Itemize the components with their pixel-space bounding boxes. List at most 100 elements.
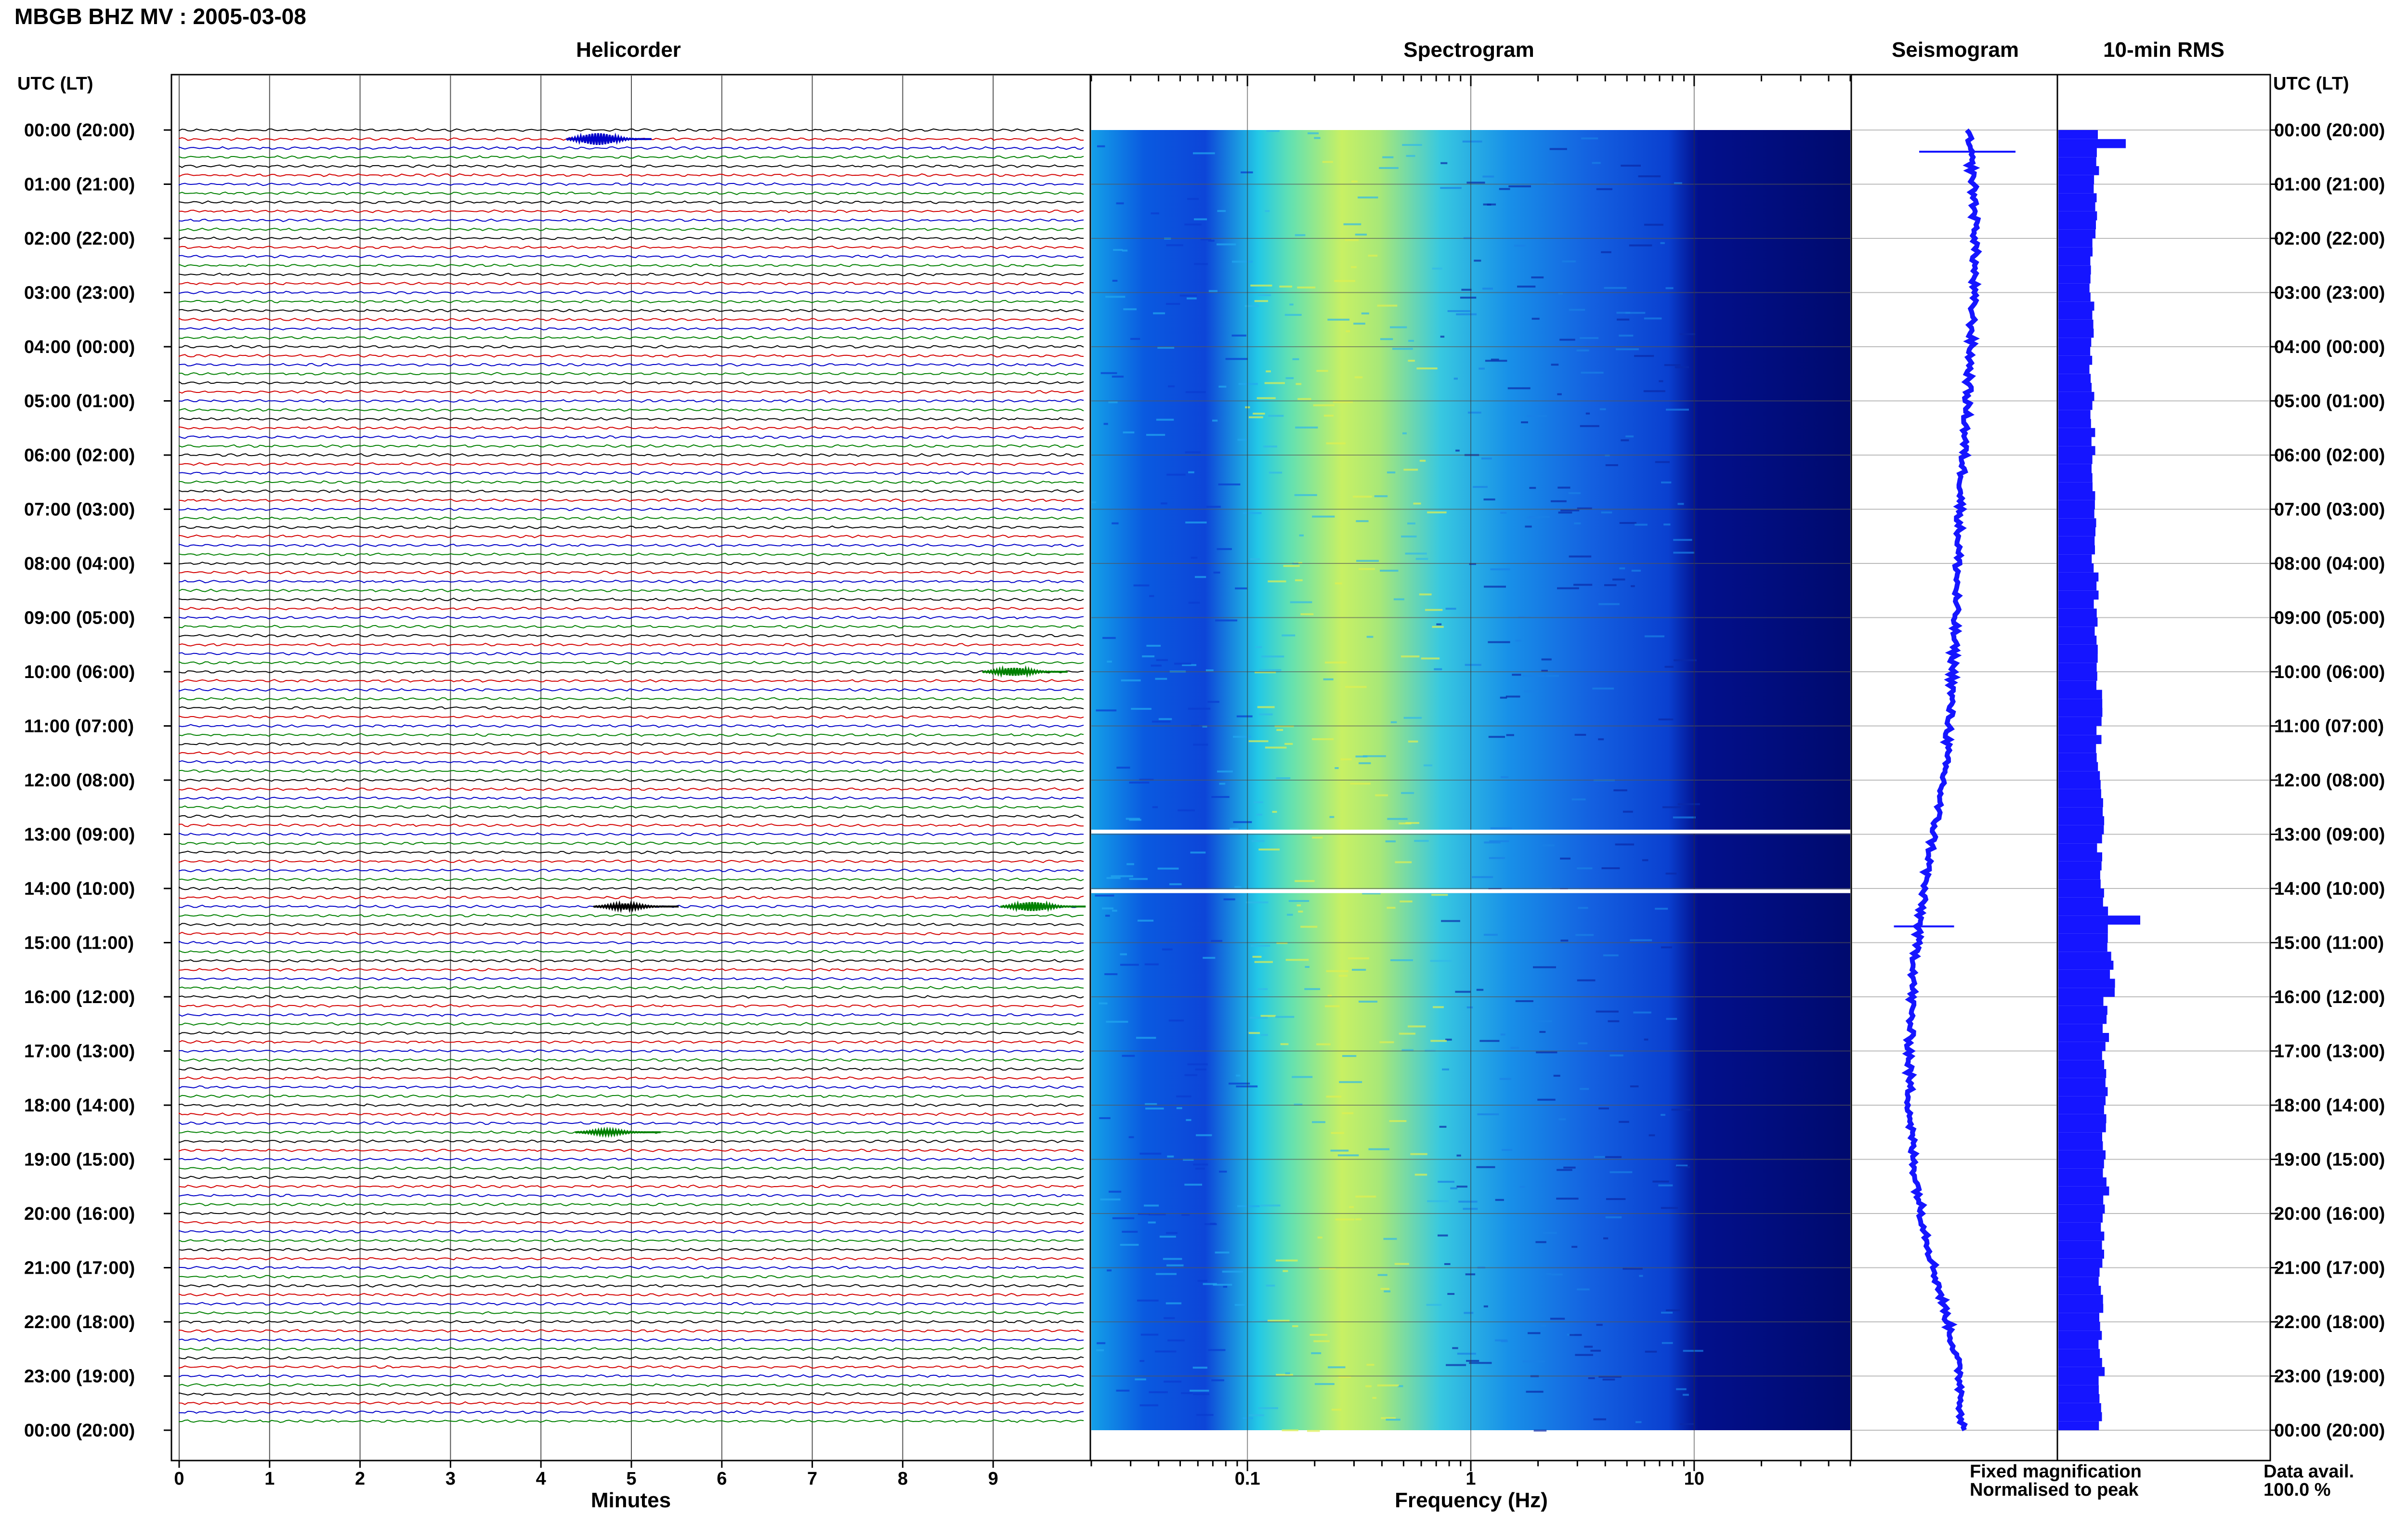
spectrogram-cell <box>1563 1166 1576 1169</box>
spectrogram-texture <box>1091 130 1703 1432</box>
spectrogram-cell <box>1419 459 1426 462</box>
spectrogram-cell <box>1390 721 1397 723</box>
spectrogram-cell <box>1137 1299 1159 1302</box>
spectrogram-cell <box>1619 1121 1629 1123</box>
spectrogram-cell <box>1107 660 1112 663</box>
rms-bar <box>2058 1204 2105 1214</box>
spectrogram-cell <box>1295 579 1303 581</box>
spectrogram-cell <box>1592 687 1614 690</box>
spectrogram-cell <box>1652 1180 1669 1183</box>
spectrogram-cell <box>1453 378 1458 380</box>
rms-bar <box>2058 1015 2107 1024</box>
spectrogram-cell <box>1155 1273 1177 1275</box>
helicorder-trace <box>179 1374 1084 1378</box>
helicorder-trace <box>179 209 1084 213</box>
spectrogram-cell <box>1472 876 1493 878</box>
spectrogram-cell <box>1120 1244 1139 1246</box>
spectrogram-cell <box>1283 565 1300 567</box>
rms-bar <box>2058 1240 2102 1250</box>
spectrogram-cell <box>1113 249 1123 251</box>
spectrogram-cell <box>1353 323 1365 325</box>
spectrogram-cell <box>1102 637 1116 639</box>
spectrogram-cell <box>1188 471 1194 473</box>
helicorder-trace <box>179 760 1084 764</box>
rms-bar <box>2058 1294 2103 1304</box>
spectrogram-cell <box>1187 1063 1208 1066</box>
helicorder-trace <box>179 453 1084 457</box>
spectrogram-cell <box>1111 875 1133 877</box>
spectrogram-cell <box>1458 1201 1478 1203</box>
spectrogram-cell <box>1401 535 1417 538</box>
spectrogram-cell <box>1296 904 1301 907</box>
spectrogram-cell <box>1368 254 1378 257</box>
helicorder-trace <box>179 426 1084 430</box>
rms-bar <box>2058 374 2091 383</box>
rms-bar <box>2058 1051 2102 1060</box>
spectrogram-cell <box>1236 715 1253 718</box>
rms-bar <box>2058 238 2093 248</box>
helicorder-panel: 0 1 2 3 4 5 6 7 8 9 Minutes <box>170 74 1091 1512</box>
helicorder-trace <box>179 823 1084 827</box>
spectrogram-cell <box>1515 640 1522 642</box>
rms-bar <box>2058 419 2091 428</box>
spectrogram-cell <box>1168 1019 1184 1022</box>
spectrogram-cell <box>1264 382 1285 384</box>
right-time-label: 20:00 (16:00) <box>2274 1204 2385 1224</box>
spectrogram-cell <box>1426 1304 1442 1306</box>
spectrogram-cell <box>1193 1163 1208 1166</box>
spectrogram-cell <box>1261 655 1284 658</box>
spectrogram-cell <box>1327 318 1350 321</box>
helicorder-trace <box>179 1049 1084 1053</box>
spectrogram-cell <box>1176 1095 1191 1097</box>
spectrogram-cell <box>1559 339 1575 341</box>
spectrogram-cell <box>1146 434 1165 436</box>
spectrogram-cell <box>1617 318 1630 321</box>
spectrogram-cell <box>1366 1364 1374 1366</box>
spectrogram-cell <box>1259 669 1282 671</box>
spectrogram-cell <box>1196 1134 1212 1136</box>
helicorder-trace <box>179 1202 1084 1206</box>
spectrogram-cell <box>1501 776 1509 778</box>
spectrogram-cell <box>1193 152 1215 155</box>
spectrogram-cell <box>1666 1018 1677 1020</box>
spectrogram-cell <box>1514 245 1526 247</box>
spectrogram-cell <box>1402 144 1422 146</box>
rms-bar <box>2058 1005 2107 1015</box>
spectrogram-cell <box>1349 1206 1354 1208</box>
helicorder-x-tick-label: 8 <box>898 1469 908 1489</box>
spectrogram-cell <box>1351 180 1358 183</box>
spectrogram-cell <box>1580 425 1599 427</box>
spectrogram-cell <box>1571 1246 1578 1248</box>
spectrogram-cell <box>1619 522 1636 524</box>
spectrogram-cell <box>1332 1409 1342 1411</box>
spectrogram-cell <box>1576 349 1589 352</box>
helicorder-trace <box>179 200 1084 204</box>
spectrogram-cell <box>1289 303 1294 306</box>
helicorder-trace <box>179 1076 1084 1080</box>
spectrogram-cell <box>1605 1156 1622 1158</box>
spectrogram-cell <box>1682 1394 1689 1396</box>
spectrogram-cell <box>1374 495 1388 497</box>
spectrogram-cell <box>1633 1011 1651 1014</box>
spectrogram-cell <box>1401 1049 1414 1051</box>
spectrogram-cell <box>1469 1362 1492 1364</box>
spectrogram-cell <box>1144 1204 1159 1207</box>
spectrogram-cell <box>1456 1186 1467 1188</box>
rms-bar <box>2058 735 2102 744</box>
spectrogram-cell <box>1639 1275 1643 1277</box>
helicorder-trace <box>179 1292 1084 1297</box>
spectrogram-cell <box>1190 1389 1209 1392</box>
helicorder-trace <box>179 634 1084 638</box>
spectrogram-cell <box>1144 963 1159 966</box>
rms-bar <box>2058 780 2101 789</box>
spectrogram-cell <box>1103 423 1108 425</box>
spectrogram-cell <box>1312 738 1334 740</box>
spectrogram-cell <box>1241 171 1253 173</box>
spectrogram-cell <box>1311 1352 1322 1355</box>
spectrogram-cell <box>1205 669 1214 671</box>
helicorder-event <box>1000 900 1086 913</box>
spectrogram-cell <box>1438 1234 1448 1237</box>
spectrogram-cell <box>1508 185 1531 187</box>
helicorder-trace <box>179 480 1084 484</box>
spectrogram-cell <box>1244 305 1259 307</box>
